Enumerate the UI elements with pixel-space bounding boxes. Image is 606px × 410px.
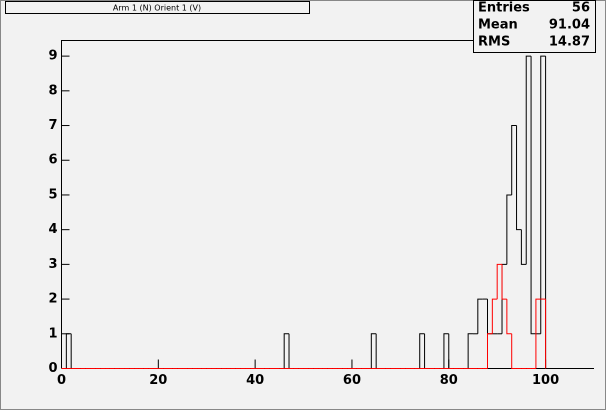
y-tick-label: 3 — [48, 257, 57, 272]
histogram-bin — [511, 125, 517, 195]
x-tick-label: 0 — [57, 373, 66, 388]
title-box — [5, 1, 310, 14]
x-tick-label: 20 — [149, 373, 167, 388]
y-tick-label: 2 — [48, 292, 57, 307]
x-tick-label: 40 — [246, 373, 264, 388]
histogram-bin — [506, 194, 512, 265]
histogram-bin — [65, 333, 72, 369]
y-tick-label: 5 — [48, 187, 57, 202]
histogram-bin — [520, 229, 527, 265]
histogram-bin — [370, 333, 377, 369]
stats-box — [473, 0, 596, 53]
histogram-bin — [283, 333, 290, 369]
y-tick-label: 8 — [48, 83, 57, 98]
histogram-bin — [419, 333, 425, 369]
histogram-bin — [506, 299, 512, 335]
plot-area: 0 1 2 3 4 5 6 7 8 9 0 20 40 60 80 100 — [48, 40, 594, 388]
y-tick-label: 0 — [48, 361, 57, 376]
histogram-bin — [511, 333, 517, 369]
chart-title: Arm 1 (N) Orient 1 (V) — [113, 4, 201, 13]
y-tick-label: 6 — [48, 153, 57, 168]
histogram-bin — [477, 298, 483, 334]
stat-label: Mean — [478, 18, 518, 33]
histogram-bin — [530, 56, 536, 335]
frame — [61, 40, 594, 369]
x-tick-label: 80 — [440, 373, 458, 388]
histogram-bin — [501, 264, 507, 300]
histogram-bin — [525, 55, 532, 265]
histogram-bin — [467, 333, 473, 369]
stat-label: Entries — [478, 1, 530, 16]
y-tick-label: 1 — [48, 326, 57, 341]
histogram-bin — [501, 263, 507, 334]
y-tick-label: 9 — [48, 49, 57, 64]
histogram-bin — [491, 298, 498, 334]
y-tick-label: 4 — [48, 222, 57, 237]
stat-value: 56 — [572, 1, 590, 16]
stats: Entries 56 Mean 91.04 RMS 14.87 — [478, 1, 590, 50]
x-tick-label: 100 — [532, 373, 559, 388]
histogram-bin — [535, 298, 541, 369]
histogram-bin — [443, 333, 449, 369]
histogram-bin — [516, 125, 522, 231]
histogram-bin — [540, 55, 546, 334]
x-tick-label: 60 — [343, 373, 361, 388]
y-tick-label: 7 — [48, 118, 57, 133]
stat-value: 14.87 — [549, 35, 590, 50]
stat-label: RMS — [478, 35, 510, 50]
histogram-bin — [487, 333, 493, 369]
stat-value: 91.04 — [549, 18, 590, 33]
histogram-bin — [496, 263, 503, 300]
